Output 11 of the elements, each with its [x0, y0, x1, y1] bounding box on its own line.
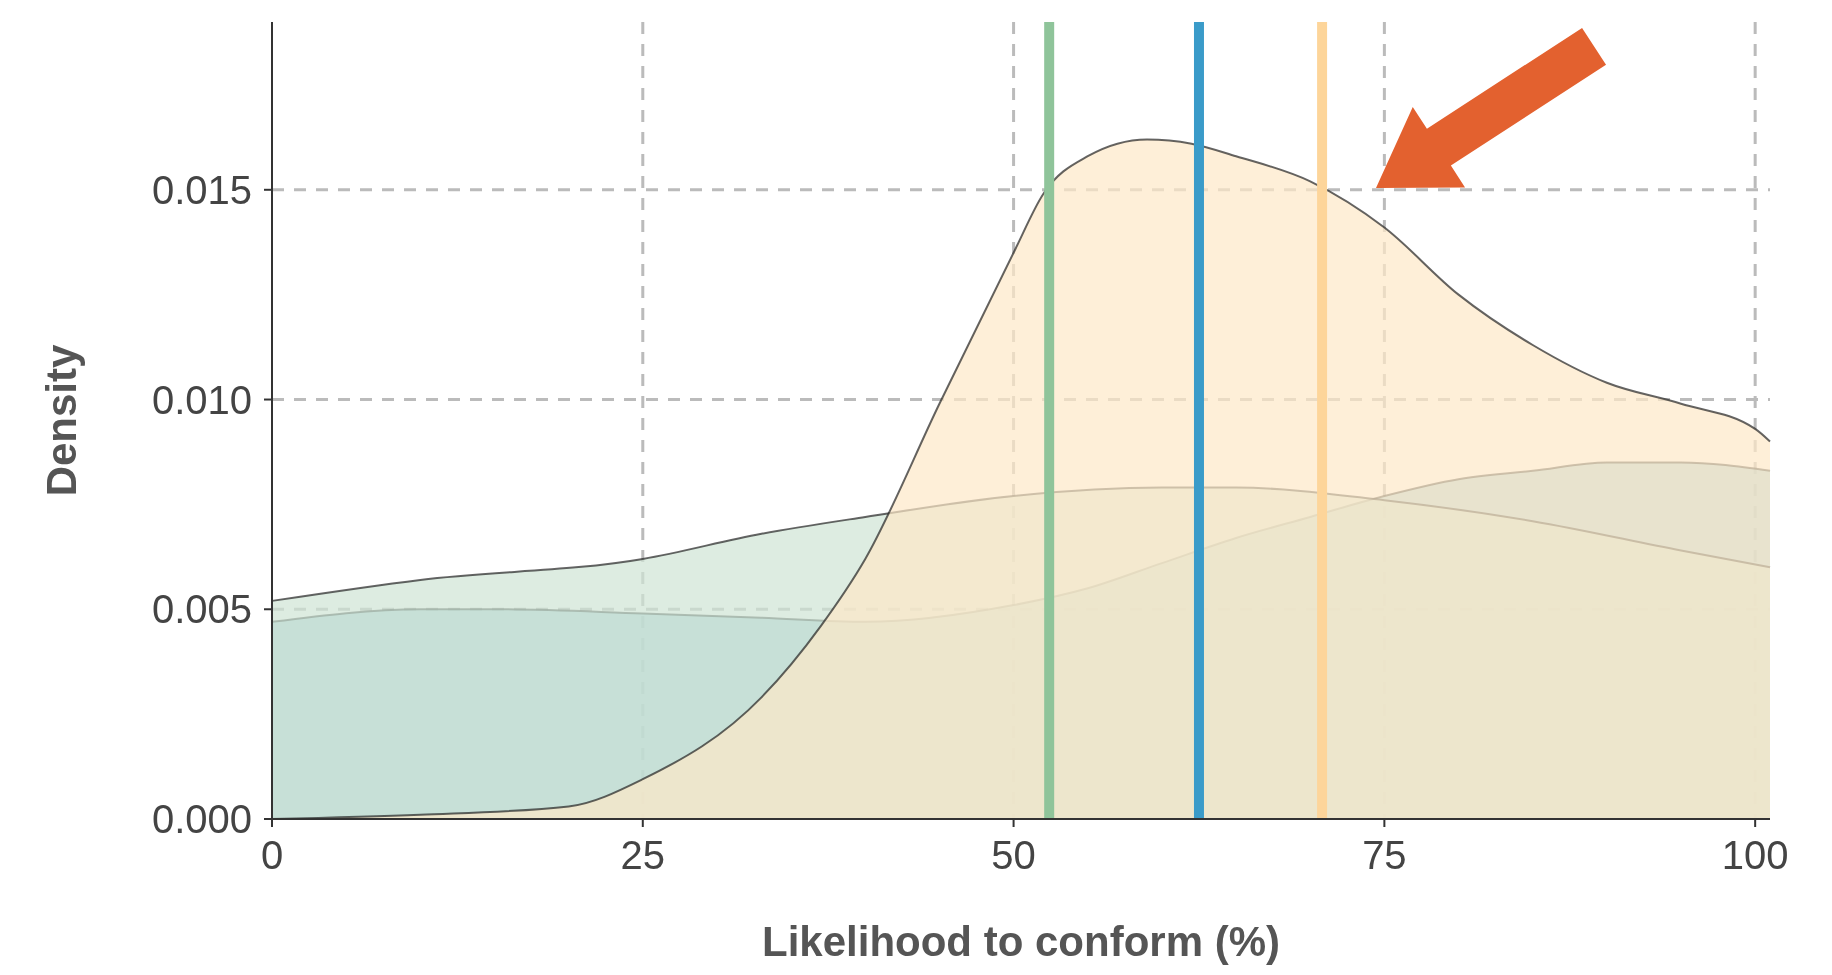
x-axis-title: Likelihood to conform (%) [762, 918, 1280, 965]
x-tick-label: 50 [991, 833, 1036, 877]
y-tick-label: 0.000 [151, 797, 252, 841]
x-tick-label: 100 [1721, 833, 1789, 877]
x-tick-label: 25 [620, 833, 666, 877]
y-tick-label: 0.005 [151, 587, 252, 632]
y-axis-title: Density [38, 344, 85, 497]
y-tick-label: 0.015 [151, 167, 252, 212]
x-tick-label: 0 [260, 833, 284, 877]
x-tick-label: 75 [1362, 833, 1407, 877]
y-tick-label: 0.010 [151, 377, 252, 422]
